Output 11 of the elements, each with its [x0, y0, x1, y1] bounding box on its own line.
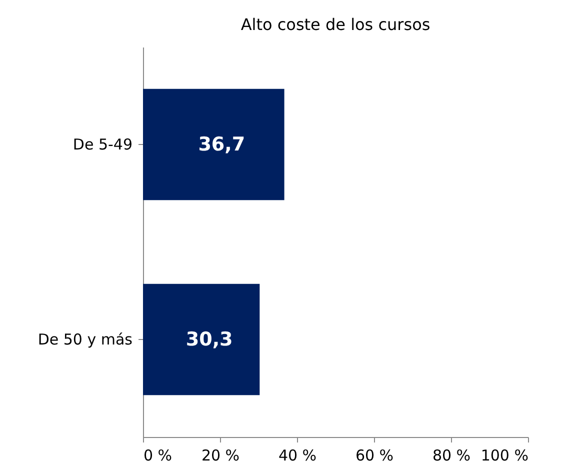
x-tick-label: 40 %: [278, 446, 317, 464]
x-tick-label: 80 %: [432, 446, 471, 464]
x-tick-label: 0 %: [144, 446, 172, 464]
x-tick-label: 100 %: [480, 446, 528, 464]
y-tick-label: De 5-49: [72, 136, 132, 154]
x-tick-label: 20 %: [201, 446, 240, 464]
data-label: 36,7: [198, 134, 246, 156]
chart-title: Alto coste de los cursos: [240, 15, 430, 34]
data-label: 30,3: [186, 328, 233, 350]
x-tick-label: 60 %: [355, 446, 394, 464]
y-tick-label: De 50 y más: [38, 330, 133, 348]
